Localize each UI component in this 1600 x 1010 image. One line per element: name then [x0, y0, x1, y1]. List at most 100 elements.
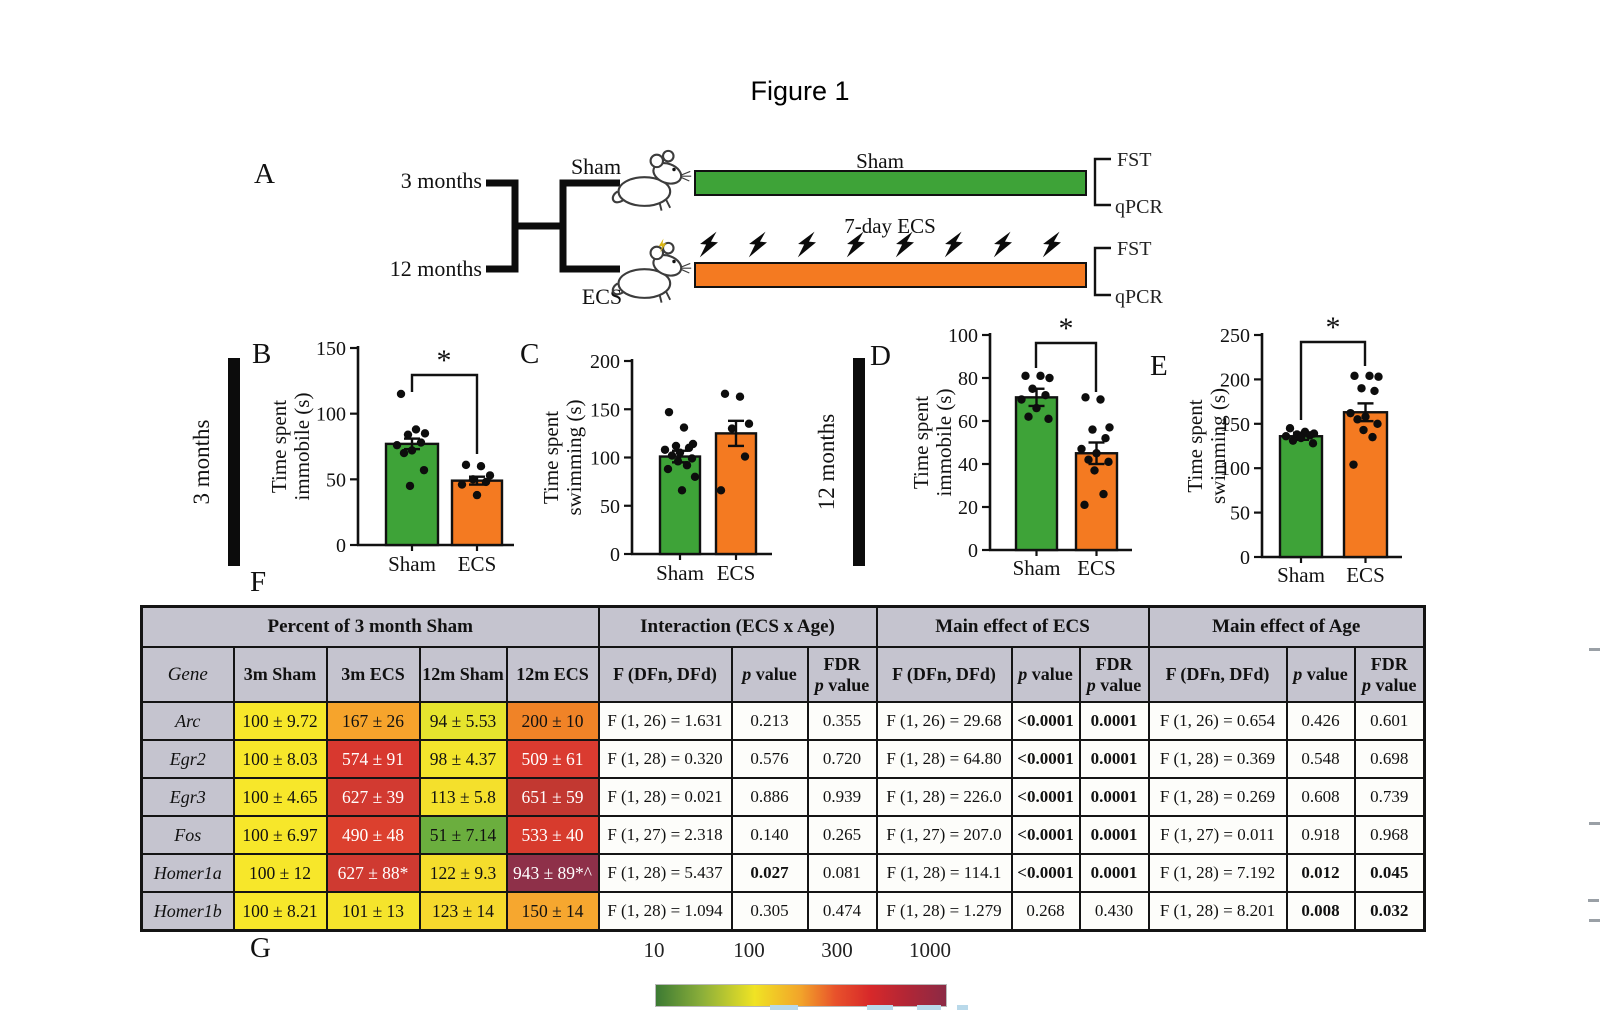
panel-a-label: A [254, 158, 275, 190]
svg-text:swimming (s): swimming (s) [1206, 388, 1230, 504]
stat-cell: 0.012 [1285, 853, 1356, 893]
svg-text:100: 100 [316, 404, 346, 426]
panel-c-chart: 0 50 100 150 200 Time spent swimming (s) Sham EC… [539, 351, 772, 585]
heatmap-colorbar [655, 984, 947, 1007]
heatmap-value-cell: 101 ± 13 [325, 891, 421, 932]
table-row: Egr2 100 ± 8.03 574 ± 91 98 ± 4.37 509 ± 61 F… [140, 739, 1426, 779]
svg-text:100: 100 [1220, 458, 1250, 480]
stat-cell: 0.576 [730, 739, 809, 779]
cropped-fragment [917, 1005, 941, 1010]
table-group-header: Main effect of ECS [875, 605, 1150, 648]
svg-text:ECS: ECS [717, 561, 756, 585]
table-column-header: 3m ECS [325, 646, 421, 703]
svg-text:80: 80 [958, 368, 978, 390]
stat-cell: 0.430 [1078, 891, 1150, 932]
lightning-bolt-icon [1042, 231, 1062, 258]
stat-cell: 0.213 [730, 701, 809, 741]
table-row: Arc 100 ± 9.72 167 ± 26 94 ± 5.53 200 ± 10 F … [140, 701, 1426, 741]
heatmap-value-cell: 100 ± 4.65 [232, 777, 328, 817]
colorbar-tick-10: 10 [643, 938, 665, 962]
svg-text:*: * [1326, 311, 1341, 344]
svg-text:Sham: Sham [1277, 563, 1325, 587]
heatmap-value-cell: 533 ± 40 [505, 815, 600, 855]
svg-text:immobile (s): immobile (s) [290, 393, 314, 501]
table-column-header: 12m Sham [418, 646, 508, 703]
stat-cell: 0.739 [1353, 777, 1426, 817]
table-row: Homer1a 100 ± 12 627 ± 88* 122 ± 9.3 943 ± 8… [140, 853, 1426, 893]
stat-cell: 0.474 [806, 891, 878, 932]
panel-f-label: F [250, 566, 267, 598]
heatmap-value-cell: 100 ± 12 [232, 853, 328, 893]
mouse-icon [611, 149, 692, 211]
table-column-header: 12m ECS [505, 646, 600, 703]
stat-cell: F (1, 28) = 5.437 [597, 853, 733, 893]
stat-cell: F (1, 27) = 207.0 [875, 815, 1013, 855]
svg-text:Sham: Sham [1013, 556, 1061, 580]
heatmap-value-cell: 98 ± 4.37 [418, 739, 508, 779]
heatmap-value-cell: 100 ± 8.21 [232, 891, 328, 932]
ecs-timeline-bar [694, 262, 1087, 288]
svg-text:0: 0 [610, 544, 620, 566]
heatmap-value-cell: 651 ± 59 [505, 777, 600, 817]
svg-text:*: * [437, 344, 452, 377]
colorbar-tick-300: 300 [821, 938, 853, 962]
svg-text:50: 50 [326, 469, 346, 491]
stat-cell: F (1, 28) = 8.201 [1147, 891, 1288, 932]
table-group-header: Percent of 3 month Sham [140, 605, 600, 648]
margin-mark [1589, 822, 1600, 825]
side-label-12months: 12 months [814, 413, 839, 511]
table-group-header: Main effect of Age [1147, 605, 1426, 648]
svg-text:100: 100 [590, 448, 620, 470]
branch-ecs-label: ECS [581, 284, 623, 309]
stat-cell: 0.720 [806, 739, 878, 779]
table-column-header: F (DFn, DFd) [1147, 646, 1288, 703]
lightning-bolt-icon [699, 231, 719, 258]
stat-cell: <0.0001 [1010, 777, 1081, 817]
heatmap-value-cell: 100 ± 9.72 [232, 701, 328, 741]
stat-cell: 0.008 [1285, 891, 1356, 932]
ecs-bolts-row [699, 230, 1080, 262]
svg-text:ECS: ECS [458, 552, 497, 576]
svg-text:ECS: ECS [1346, 563, 1385, 587]
mouse-ecs-icon [611, 238, 692, 303]
stat-cell: 0.265 [806, 815, 878, 855]
gene-name-cell: Homer1a [140, 853, 235, 893]
panel-b-label: B [252, 338, 272, 370]
stat-cell: <0.0001 [1010, 815, 1081, 855]
svg-text:Sham: Sham [656, 561, 704, 585]
timeline-ecs-label: 7-day ECS [844, 214, 936, 238]
stat-cell: <0.0001 [1010, 739, 1081, 779]
svg-text:200: 200 [590, 351, 620, 373]
table-column-header: p value [730, 646, 809, 703]
stat-cell: 0.0001 [1078, 815, 1150, 855]
table-column-header: F (DFn, DFd) [875, 646, 1013, 703]
stat-cell: F (1, 28) = 1.094 [597, 891, 733, 932]
svg-text:Sham: Sham [388, 552, 436, 576]
stat-cell: 0.140 [730, 815, 809, 855]
stat-cell: 0.0001 [1078, 701, 1150, 741]
stat-cell: 0.426 [1285, 701, 1356, 741]
heatmap-value-cell: 167 ± 26 [325, 701, 421, 741]
branch-connector [486, 179, 620, 273]
stat-cell: F (1, 28) = 226.0 [875, 777, 1013, 817]
heatmap-value-cell: 113 ± 5.8 [418, 777, 508, 817]
svg-text:Time spent: Time spent [909, 396, 933, 489]
table-column-header: p value [1285, 646, 1356, 703]
svg-text:ECS: ECS [1077, 556, 1116, 580]
table-column-header: FDR p value [1353, 646, 1426, 703]
table-column-header: F (DFn, DFd) [597, 646, 733, 703]
svg-text:Time spent: Time spent [539, 411, 563, 504]
svg-text:Time spent: Time spent [1183, 399, 1207, 492]
stat-cell: 0.0001 [1078, 739, 1150, 779]
svg-text:100: 100 [948, 325, 978, 347]
margin-mark [1589, 919, 1600, 922]
colorbar-tick-1000: 1000 [909, 938, 951, 962]
stat-cell: F (1, 27) = 2.318 [597, 815, 733, 855]
heatmap-value-cell: 100 ± 8.03 [232, 739, 328, 779]
svg-text:50: 50 [1230, 503, 1250, 525]
gene-name-cell: Arc [140, 701, 235, 741]
heatmap-value-cell: 509 ± 61 [505, 739, 600, 779]
stats-table: Percent of 3 month Sham Interaction (ECS … [140, 605, 1426, 932]
heatmap-value-cell: 627 ± 88* [325, 853, 421, 893]
cropped-fragment [957, 1005, 968, 1010]
